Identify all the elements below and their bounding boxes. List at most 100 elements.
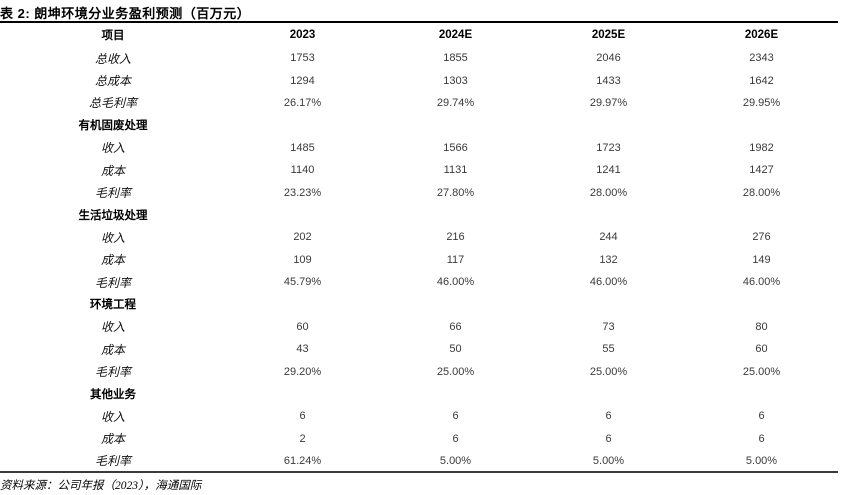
cell-value: 28.00%	[589, 186, 628, 199]
column-header-item: 项目	[101, 30, 125, 42]
cell-value: 6	[758, 432, 765, 445]
table-row: 收入 202 216 244 276	[0, 226, 838, 248]
cell-value: 1723	[596, 141, 621, 154]
cell-value: 1982	[749, 141, 774, 154]
cell-value	[532, 293, 685, 315]
cell-value: 5.00%	[745, 454, 778, 467]
row-label: 毛利率	[94, 365, 131, 380]
table-row: 总毛利率 26.17% 29.74% 29.97% 29.95%	[0, 92, 838, 114]
column-header-2023: 2023	[289, 29, 316, 41]
cell-value: 109	[293, 253, 312, 266]
cell-value: 6	[758, 410, 765, 423]
table-row: 毛利率 61.24% 5.00% 5.00% 5.00%	[0, 450, 838, 472]
cell-value: 1140	[290, 164, 315, 177]
cell-value: 132	[599, 253, 618, 266]
cell-value: 2046	[596, 52, 621, 65]
cell-value	[685, 204, 838, 226]
table-body: 总收入 1753 1855 2046 2343 总成本 1294 1303 1433 1642 总毛…	[0, 47, 838, 472]
column-header-2026e: 2026E	[744, 29, 779, 41]
cell-value: 2343	[749, 52, 774, 65]
section-row: 生活垃圾处理	[0, 204, 838, 226]
cell-value: 60	[296, 320, 309, 333]
cell-value	[685, 383, 838, 405]
row-label: 收入	[100, 230, 125, 245]
cell-value: 1303	[443, 74, 468, 87]
cell-value	[226, 383, 379, 405]
cell-value	[226, 114, 379, 136]
table-row: 收入 6 6 6 6	[0, 405, 838, 427]
row-label: 收入	[100, 320, 125, 335]
cell-value	[685, 293, 838, 315]
cell-value	[685, 114, 838, 136]
cell-value: 1485	[290, 141, 315, 154]
cell-value: 276	[752, 231, 771, 244]
row-label: 成本	[100, 432, 125, 447]
table-row: 毛利率 29.20% 25.00% 25.00% 25.00%	[0, 360, 838, 382]
cell-value	[379, 204, 532, 226]
row-label: 毛利率	[94, 186, 131, 201]
cell-value: 46.00%	[742, 276, 781, 289]
header-row: 项目 2023 2024E 2025E 2026E	[0, 22, 838, 47]
cell-value: 55	[602, 343, 615, 356]
cell-value: 1566	[443, 141, 468, 154]
cell-value: 25.00%	[589, 365, 628, 378]
cell-value: 1753	[290, 52, 315, 65]
column-header-2025e: 2025E	[591, 29, 626, 41]
cell-value: 2	[299, 432, 306, 445]
row-label: 总毛利率	[88, 96, 137, 111]
section-row: 环境工程	[0, 293, 838, 315]
cell-value: 244	[599, 231, 618, 244]
cell-value: 6	[299, 410, 306, 423]
cell-value: 29.20%	[283, 365, 322, 378]
cell-value: 66	[449, 320, 462, 333]
cell-value: 117	[446, 253, 465, 266]
cell-value: 45.79%	[283, 276, 322, 289]
cell-value	[226, 293, 379, 315]
cell-value: 5.00%	[592, 454, 625, 467]
section-row: 其他业务	[0, 383, 838, 405]
table-row: 总成本 1294 1303 1433 1642	[0, 69, 838, 91]
section-label: 环境工程	[90, 299, 136, 312]
cell-value	[532, 383, 685, 405]
cell-value: 1241	[596, 164, 621, 177]
row-label: 毛利率	[94, 454, 131, 469]
table-row: 毛利率 45.79% 46.00% 46.00% 46.00%	[0, 271, 838, 293]
cell-value: 46.00%	[589, 276, 628, 289]
cell-value: 1642	[749, 74, 774, 87]
row-label: 收入	[100, 409, 125, 424]
cell-value: 29.95%	[742, 96, 781, 109]
table-row: 收入 1485 1566 1723 1982	[0, 137, 838, 159]
section-row: 有机固废处理	[0, 114, 838, 136]
row-label: 总成本	[94, 74, 131, 89]
cell-value	[226, 204, 379, 226]
table-row: 收入 60 66 73 80	[0, 316, 838, 338]
table-row: 成本 109 117 132 149	[0, 249, 838, 271]
cell-value: 1855	[443, 52, 468, 65]
cell-value	[379, 293, 532, 315]
cell-value	[532, 204, 685, 226]
cell-value	[532, 114, 685, 136]
cell-value: 216	[446, 231, 465, 244]
table-row: 成本 43 50 55 60	[0, 338, 838, 360]
cell-value: 46.00%	[436, 276, 475, 289]
section-label: 有机固废处理	[78, 120, 148, 133]
profit-forecast-table: 项目 2023 2024E 2025E 2026E 总收入 1753 1855 204…	[0, 21, 838, 474]
table-row: 成本 1140 1131 1241 1427	[0, 159, 838, 181]
cell-value: 25.00%	[742, 365, 781, 378]
cell-value: 28.00%	[742, 186, 781, 199]
table-row: 毛利率 23.23% 27.80% 28.00% 28.00%	[0, 181, 838, 203]
cell-value: 61.24%	[283, 454, 322, 467]
cell-value: 6	[605, 432, 612, 445]
cell-value: 27.80%	[436, 186, 475, 199]
row-label: 成本	[100, 253, 125, 268]
cell-value: 1131	[443, 164, 468, 177]
row-label: 总收入	[94, 51, 131, 66]
cell-value: 1427	[749, 164, 774, 177]
row-label: 成本	[100, 342, 125, 357]
cell-value: 29.74%	[436, 96, 475, 109]
cell-value: 73	[602, 320, 615, 333]
cell-value: 50	[449, 343, 462, 356]
source-note: 资料来源：公司年报（2023），海通国际	[0, 480, 202, 492]
cell-value	[379, 114, 532, 136]
